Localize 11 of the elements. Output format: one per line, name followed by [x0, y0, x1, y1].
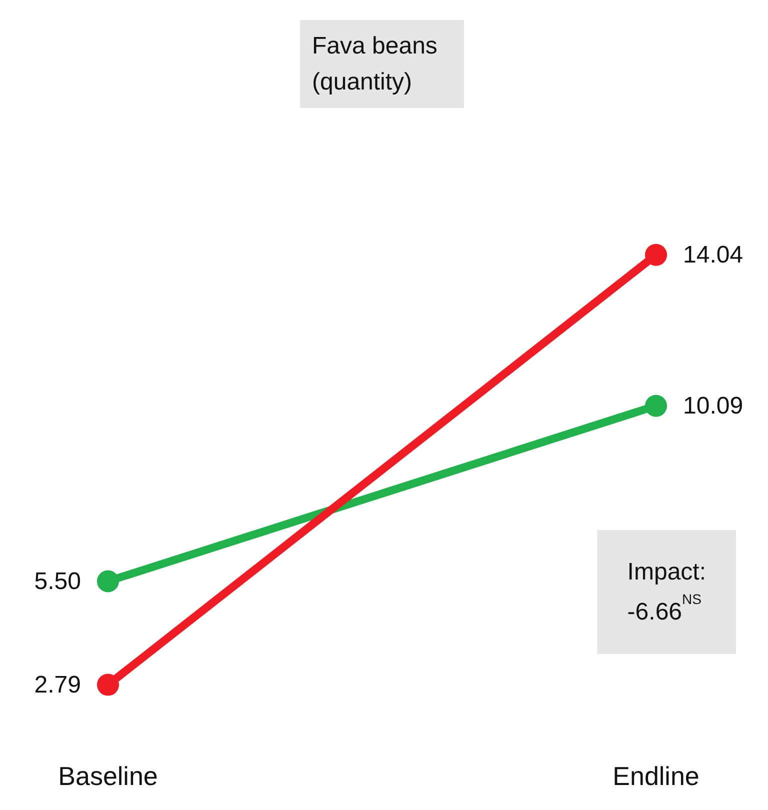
- chart-title: Fava beans (quantity): [312, 32, 444, 96]
- data-label: 2.79: [34, 671, 81, 698]
- data-label: 5.50: [34, 568, 81, 595]
- point: [97, 570, 119, 592]
- x-tick-label: Baseline: [58, 761, 158, 791]
- x-tick-label: Endline: [612, 761, 700, 791]
- point: [97, 674, 119, 696]
- point: [645, 394, 667, 417]
- data-label: 14.04: [683, 241, 744, 268]
- data-label: 10.09: [683, 392, 744, 420]
- point: [645, 244, 667, 266]
